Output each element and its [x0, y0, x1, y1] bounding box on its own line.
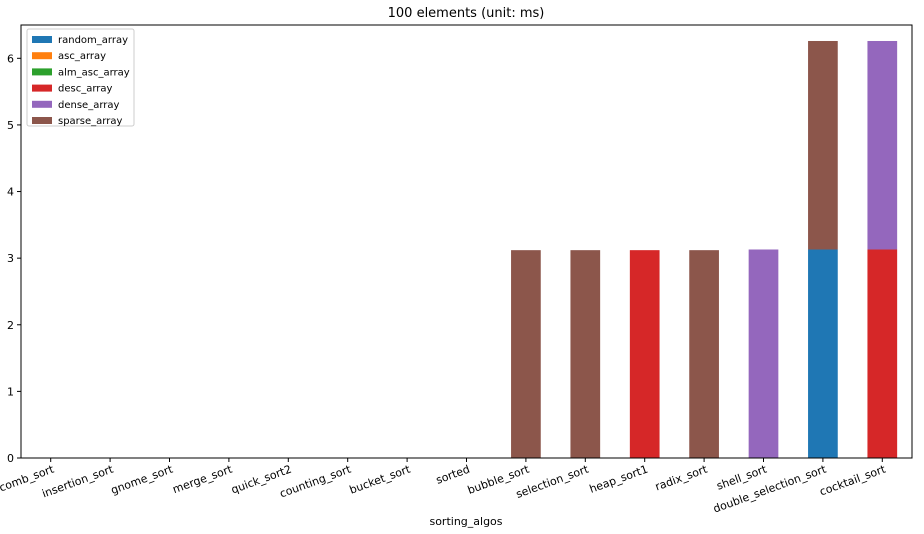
- legend-label-alm_asc_array: alm_asc_array: [58, 67, 130, 78]
- y-tick-label: 6: [7, 52, 14, 65]
- legend-label-dense_array: dense_array: [58, 100, 120, 111]
- legend: random_array asc_array alm_asc_array desc_a…: [26, 28, 135, 127]
- x-tick-label: bucket_sort: [348, 462, 413, 496]
- x-tick-label: cocktail_sort: [818, 462, 888, 498]
- x-tick-label: radix_sort: [653, 462, 709, 493]
- bar-sparse_array-bubble_sort: [511, 250, 541, 458]
- x-axis: comb_sortinsertion_sortgnome_sortmerge_s…: [0, 458, 888, 516]
- legend-swatch-sparse_array: [32, 117, 52, 124]
- legend-swatch-asc_array: [32, 52, 52, 60]
- y-tick-label: 2: [7, 319, 14, 332]
- y-tick-label: 3: [7, 252, 14, 265]
- bar-dense_array-shell_sort: [748, 249, 779, 458]
- bar-dense_array-cocktail_sort: [867, 40, 898, 250]
- y-axis: 0 1 2 3 4 5 6: [7, 52, 21, 465]
- bar-desc_array-heap_sort1: [629, 250, 660, 458]
- bar-desc_array-cocktail_sort: [867, 249, 898, 458]
- x-tick-label: heap_sort1: [588, 463, 650, 496]
- x-tick-label: sorted: [434, 463, 471, 487]
- bar-random_array-double_selection_sort: [808, 249, 838, 458]
- y-tick-label: 4: [7, 186, 14, 199]
- legend-label-random_array: random_array: [58, 35, 128, 46]
- legend-label-desc_array: desc_array: [58, 84, 113, 95]
- y-tick-label: 5: [7, 119, 14, 132]
- bar-sparse_array-double_selection_sort: [808, 40, 838, 250]
- x-axis-label: sorting_algos: [429, 515, 502, 528]
- y-tick-label: 0: [7, 452, 14, 465]
- legend-swatch-dense_array: [32, 100, 52, 108]
- legend-label-asc_array: asc_array: [58, 51, 106, 62]
- x-tick-label: gnome_sort: [109, 462, 175, 497]
- x-tick-label: merge_sort: [171, 462, 235, 496]
- bar-sparse_array-radix_sort: [689, 250, 719, 458]
- bars-layer: [511, 40, 898, 458]
- chart-title: 100 elements (unit: ms): [388, 6, 545, 21]
- legend-swatch-alm_asc_array: [32, 68, 52, 76]
- y-tick-label: 1: [7, 385, 14, 398]
- legend-label-sparse_array: sparse_array: [58, 116, 122, 127]
- bar-sparse_array-selection_sort: [570, 250, 601, 458]
- legend-swatch-random_array: [32, 36, 52, 43]
- legend-box: [26, 28, 135, 127]
- legend-swatch-desc_array: [32, 84, 52, 92]
